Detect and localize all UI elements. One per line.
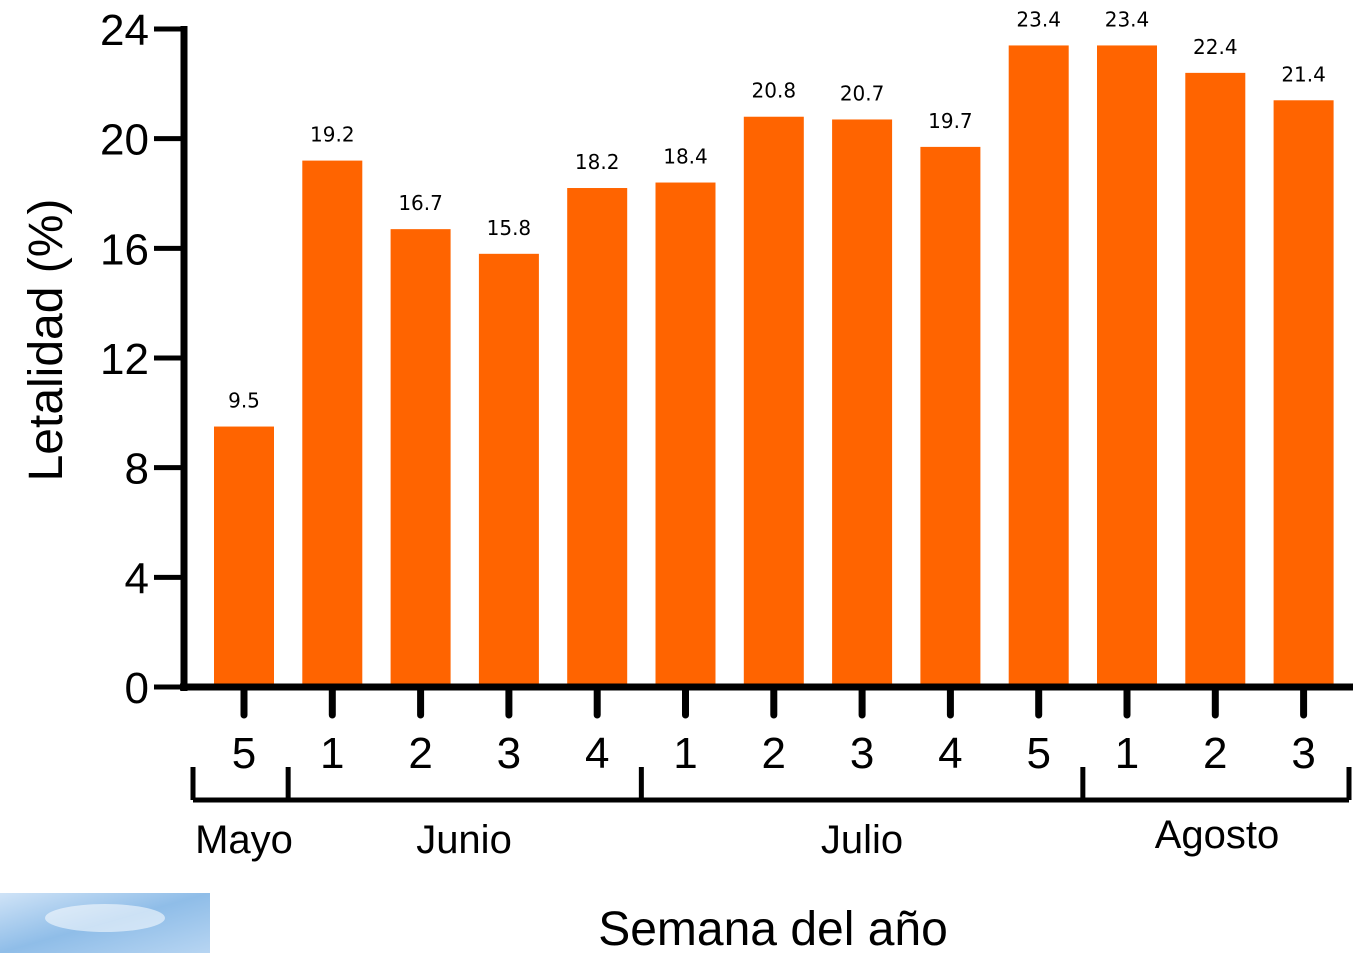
data-label: 23.4 (1105, 7, 1150, 31)
month-label: Junio (416, 818, 512, 862)
bar (1008, 45, 1069, 687)
x-tick-label: 1 (1115, 729, 1139, 778)
y-tick-label: 8 (125, 445, 149, 494)
x-tick-label: 2 (408, 729, 432, 778)
x-tick-label: 2 (762, 729, 786, 778)
x-tick-label: 3 (850, 729, 874, 778)
x-tick-label: 4 (938, 729, 962, 778)
data-label: 19.7 (928, 109, 973, 133)
x-tick-label: 2 (1203, 729, 1227, 778)
y-tick-label: 20 (100, 116, 149, 165)
month-label: Julio (821, 818, 903, 862)
bar (478, 253, 539, 688)
y-axis-title: Letalidad (%) (20, 199, 73, 482)
month-groups: Mayo Junio Julio Agosto (190, 767, 1352, 862)
data-label: 19.2 (310, 123, 355, 147)
data-label: 16.7 (398, 191, 443, 215)
cloud-image (45, 904, 165, 932)
bar (1185, 72, 1246, 687)
bar (1273, 100, 1334, 688)
x-tick-label: 1 (673, 729, 697, 778)
bar (920, 146, 981, 687)
data-labels-group: 9.5 19.2 16.7 15.8 18.2 18.4 20.8 20.7 19.7 23.4 2… (228, 7, 1326, 412)
y-tick-label: 0 (125, 664, 149, 713)
bar (743, 116, 804, 687)
data-label: 23.4 (1016, 7, 1061, 31)
data-label: 21.4 (1281, 62, 1326, 86)
bar (302, 160, 363, 688)
y-tick-label: 12 (100, 335, 149, 384)
data-label: 18.2 (575, 150, 620, 174)
x-tick-label: 3 (1291, 729, 1315, 778)
data-label: 20.8 (752, 79, 797, 103)
data-label: 18.4 (663, 145, 708, 169)
data-label: 15.8 (487, 216, 532, 240)
bar (390, 229, 451, 687)
x-axis: 5 1 2 3 4 1 2 3 4 5 1 2 3 (180, 683, 1353, 778)
bar (832, 119, 893, 688)
bar (655, 182, 716, 688)
month-label: Mayo (195, 818, 293, 862)
data-label: 22.4 (1193, 35, 1238, 59)
bar (1097, 45, 1157, 687)
x-tick-label: 1 (320, 729, 344, 778)
x-tick-label: 3 (497, 729, 521, 778)
y-tick-label: 4 (125, 554, 149, 603)
bar (214, 426, 274, 687)
x-tick-label: 5 (1026, 729, 1050, 778)
x-axis-title: Semana del año (598, 903, 948, 953)
x-tick-label: 5 (232, 729, 256, 778)
y-tick-label: 24 (100, 6, 149, 55)
y-tick-label: 16 (100, 225, 149, 274)
bars-group (214, 45, 1334, 688)
data-label: 20.7 (840, 81, 885, 105)
data-label: 9.5 (228, 389, 260, 413)
month-label: Agosto (1155, 813, 1280, 857)
bar (567, 188, 628, 687)
x-tick-label: 4 (585, 729, 609, 778)
y-axis: 0 4 8 12 16 20 24 (100, 6, 188, 713)
